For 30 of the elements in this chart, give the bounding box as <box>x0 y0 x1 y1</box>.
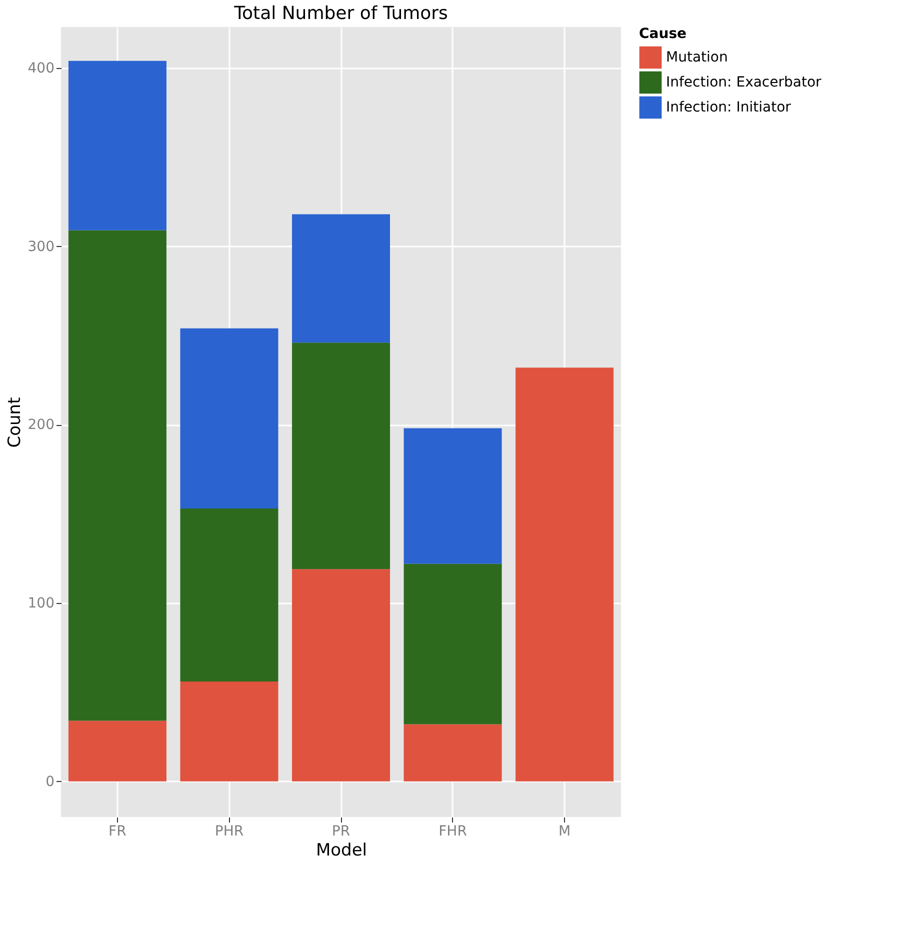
bar <box>292 342 390 570</box>
bar <box>180 508 278 682</box>
legend-label: Infection: Exacerbator <box>666 74 822 90</box>
y-tick-label: 100 <box>28 596 54 612</box>
y-tick-label: 200 <box>28 417 54 434</box>
bar <box>404 564 502 724</box>
bar <box>404 724 502 782</box>
legend-label: Infection: Initiator <box>666 100 792 116</box>
x-tick-label: PR <box>332 824 350 840</box>
y-axis-title: Count <box>4 396 25 448</box>
y-tick-label: 300 <box>28 238 54 255</box>
x-tick-label: PHR <box>214 824 244 840</box>
bar <box>292 214 390 343</box>
chart-title: Total Number of Tumors <box>233 3 448 24</box>
bar <box>68 230 166 721</box>
bar <box>180 328 278 508</box>
bar <box>516 368 614 782</box>
y-tick-label: 0 <box>46 774 54 790</box>
legend-title: Cause <box>639 26 687 42</box>
x-tick-label: FR <box>108 824 127 840</box>
bar <box>292 569 390 782</box>
x-tick-label: M <box>558 824 571 840</box>
bar <box>68 720 166 782</box>
x-axis-title: Model <box>316 840 368 860</box>
bar <box>404 428 502 564</box>
bar <box>180 681 278 782</box>
y-tick-label: 400 <box>28 60 54 77</box>
bar <box>68 60 166 230</box>
legend-label: Mutation <box>666 50 728 66</box>
x-tick-label: FHR <box>438 824 468 840</box>
